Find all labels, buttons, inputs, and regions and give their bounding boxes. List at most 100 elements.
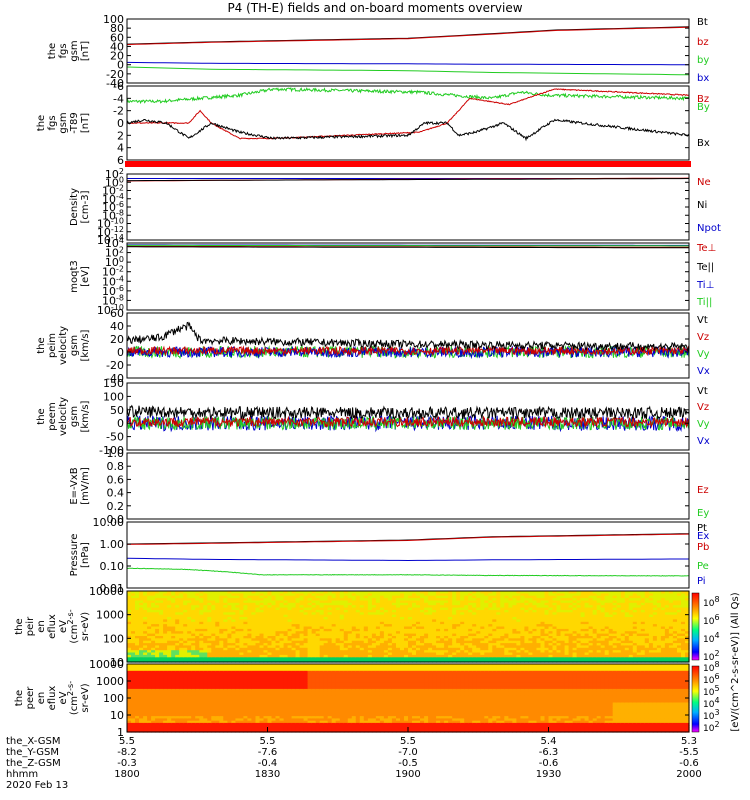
- heatmap-cell: [460, 591, 465, 594]
- heatmap-cell: [552, 652, 558, 656]
- heatmap-cell: [131, 718, 136, 722]
- heatmap-cell: [179, 716, 184, 719]
- heatmap-cell: [167, 688, 172, 692]
- heatmap-cell: [404, 631, 409, 635]
- heatmap-cell: [375, 640, 381, 644]
- heatmap-cell: [685, 650, 690, 654]
- heatmap-cell: [231, 621, 236, 625]
- heatmap-cell: [315, 643, 321, 647]
- heatmap-cell: [391, 628, 397, 632]
- heatmap-cell: [508, 643, 513, 647]
- heatmap-cell: [592, 617, 598, 620]
- heatmap-cell: [660, 659, 666, 663]
- heatmap-cell: [287, 602, 293, 606]
- heatmap-cell: [319, 598, 325, 602]
- y-tick-label: 10-8: [102, 293, 124, 307]
- heatmap-cell: [560, 647, 566, 651]
- heatmap-cell: [367, 624, 373, 628]
- heatmap-cell: [295, 654, 301, 658]
- heatmap-cell: [412, 626, 417, 630]
- heatmap-cell: [343, 628, 349, 632]
- heatmap-cell: [243, 619, 248, 623]
- heatmap-cell: [163, 593, 168, 597]
- heatmap-cell: [127, 675, 132, 679]
- heatmap-cell: [636, 602, 642, 606]
- heatmap-cell: [379, 633, 385, 637]
- heatmap-cell: [215, 598, 220, 602]
- heatmap-cell: [476, 624, 481, 628]
- heatmap-cell: [223, 647, 228, 651]
- heatmap-cell: [672, 593, 678, 597]
- heatmap-cell: [496, 645, 501, 649]
- heatmap-cell: [155, 638, 160, 642]
- heatmap-cell: [428, 600, 433, 604]
- legend-entry-Vt: Vt: [697, 315, 708, 326]
- heatmap-cell: [247, 593, 252, 597]
- heatmap-cell: [396, 626, 401, 630]
- heatmap-cell: [644, 609, 650, 613]
- heatmap-cell: [588, 607, 594, 611]
- heatmap-cell: [568, 598, 574, 602]
- heatmap-cell: [576, 626, 582, 630]
- heatmap-cell: [215, 617, 220, 620]
- heatmap-cell: [215, 659, 220, 663]
- heatmap-cell: [644, 645, 650, 649]
- heatmap-cell: [588, 638, 594, 642]
- heatmap-cell: [508, 624, 513, 628]
- heatmap-cell: [512, 619, 517, 623]
- heatmap-cell: [664, 631, 670, 635]
- heatmap-cell: [492, 621, 497, 625]
- heatmap-cell: [283, 640, 289, 644]
- heatmap-cell: [492, 645, 497, 649]
- heatmap-cell: [175, 600, 180, 604]
- heatmap-cell: [307, 631, 313, 635]
- heatmap-cell: [167, 704, 172, 708]
- heatmap-cell: [303, 650, 309, 654]
- heatmap-cell: [616, 633, 622, 637]
- heatmap-cell: [660, 631, 666, 635]
- heatmap-cell: [652, 652, 658, 656]
- heatmap-cell: [147, 647, 152, 651]
- heatmap-cell: [496, 593, 501, 597]
- heatmap-cell: [243, 654, 248, 658]
- heatmap-cell: [247, 638, 252, 642]
- heatmap-cell: [139, 591, 144, 594]
- heatmap-cell: [464, 626, 469, 630]
- heatmap-cell: [476, 631, 481, 635]
- heatmap-cell: [191, 700, 196, 704]
- heatmap-cell: [412, 650, 417, 654]
- heatmap-cell: [163, 713, 168, 717]
- heatmap-cell: [677, 654, 682, 658]
- heatmap-cell: [600, 593, 606, 597]
- heatmap-cell: [239, 647, 244, 651]
- heatmap-cell: [131, 711, 136, 715]
- heatmap-cell: [644, 626, 650, 630]
- heatmap-cell: [131, 679, 136, 683]
- heatmap-cell: [492, 628, 497, 632]
- heatmap-cell: [199, 612, 204, 616]
- heatmap-cell: [135, 709, 140, 713]
- heatmap-cell: [127, 624, 132, 628]
- heatmap-cell: [315, 654, 321, 658]
- heatmap-cell: [624, 640, 630, 644]
- heatmap-cell: [520, 593, 525, 597]
- heatmap-cell: [536, 645, 542, 649]
- heatmap-cell: [323, 640, 329, 644]
- heatmap-cell: [143, 686, 148, 690]
- heatmap-cell: [516, 591, 521, 594]
- heatmap-cell: [159, 727, 164, 731]
- heatmap-cell: [335, 654, 341, 658]
- heatmap-cell: [664, 659, 670, 663]
- heatmap-cell: [500, 607, 505, 611]
- heatmap-cell: [271, 614, 277, 618]
- heatmap-cell: [672, 633, 678, 637]
- heatmap-cell: [231, 602, 236, 606]
- heatmap-cell: [251, 595, 256, 599]
- heatmap-cell: [359, 638, 365, 642]
- heatmap-cell: [151, 679, 156, 683]
- heatmap-cell: [608, 638, 614, 642]
- heatmap-cell: [387, 631, 393, 635]
- heatmap-cell: [151, 626, 156, 630]
- heatmap-cell: [335, 626, 341, 630]
- heatmap-cell: [159, 702, 164, 706]
